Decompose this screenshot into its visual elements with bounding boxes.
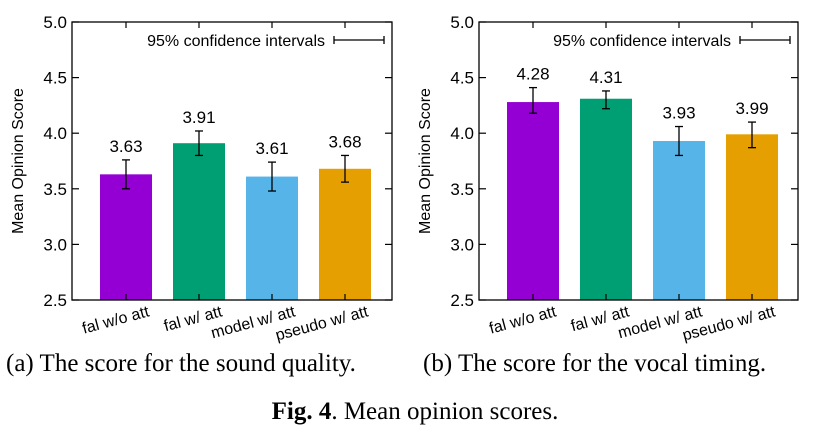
legend: 95% confidence intervals	[147, 33, 385, 50]
figure-caption-label: Fig. 4	[271, 398, 332, 425]
error-bar-1	[529, 86, 537, 114]
error-bar-1	[122, 159, 130, 190]
value-label-1: 3.63	[109, 137, 142, 156]
y-tick-label: 2.5	[450, 291, 474, 310]
value-label-3: 3.93	[662, 104, 695, 123]
error-bar-4	[748, 121, 756, 149]
bar-2	[580, 98, 632, 300]
value-label-4: 3.68	[328, 132, 361, 151]
legend-error-bar-icon	[739, 36, 791, 44]
error-bar-3	[675, 125, 683, 157]
legend-label: 95% confidence intervals	[147, 33, 325, 50]
y-tick-label: 5.0	[450, 13, 474, 32]
figure-caption-text: . Mean opinion scores.	[331, 398, 559, 425]
legend: 95% confidence intervals	[553, 33, 791, 50]
error-bar-3	[268, 161, 276, 192]
y-tick-label: 3.0	[43, 235, 67, 254]
value-label-2: 4.31	[589, 68, 622, 87]
value-label-1: 4.28	[516, 65, 549, 84]
y-tick-label: 3.5	[43, 180, 67, 199]
bar-4	[726, 134, 778, 300]
bar-3	[653, 140, 705, 300]
figure-caption: Fig. 4. Mean opinion scores.	[0, 398, 830, 426]
subcaption-a: (a) The score for the sound quality.	[6, 350, 356, 377]
y-tick-label: 4.0	[43, 124, 67, 143]
y-tick-label: 3.0	[450, 235, 474, 254]
x-tick-label-1: fal w/o att	[487, 303, 558, 337]
subcaption-b: (b) The score for the vocal timing.	[423, 350, 767, 377]
figure-charts: 3.63 3.91 3.61 3.68 2.5 3.0 3.5 4.0 4.5 5.0 Mean O…	[10, 13, 799, 344]
plot-frame	[71, 21, 393, 301]
y-tick-label: 5.0	[43, 13, 67, 32]
legend-error-bar-icon	[333, 36, 385, 44]
value-label-2: 3.91	[182, 108, 215, 127]
y-tick-label: 4.0	[450, 124, 474, 143]
bar-1	[507, 102, 559, 301]
y-tick-label: 2.5	[43, 291, 67, 310]
x-tick-label-1: fal w/o att	[80, 303, 151, 337]
bar-1	[100, 174, 152, 300]
y-tick-label: 4.5	[450, 69, 474, 88]
error-bar-4	[341, 154, 349, 183]
value-label-3: 3.61	[255, 139, 288, 158]
error-bar-2	[602, 90, 610, 110]
y-tick-label: 3.5	[450, 180, 474, 199]
bar-2	[173, 143, 225, 300]
plot-frame	[478, 21, 799, 301]
bar-3	[246, 176, 298, 300]
y-axis-label: Mean Opinion Score	[417, 88, 434, 234]
bar-4	[319, 168, 371, 300]
error-bar-2	[195, 130, 203, 157]
value-label-4: 3.99	[735, 99, 768, 118]
y-tick-label: 4.5	[43, 69, 67, 88]
y-axis-label: Mean Opinion Score	[10, 88, 27, 234]
chart-b: 4.28 4.31 3.93 3.99 2.5 3.0 3.5 4.0 4.5 5.0 Mean O…	[417, 13, 799, 344]
legend-label: 95% confidence intervals	[553, 33, 731, 50]
chart-a: 3.63 3.91 3.61 3.68 2.5 3.0 3.5 4.0 4.5 5.0 Mean O…	[10, 13, 393, 344]
